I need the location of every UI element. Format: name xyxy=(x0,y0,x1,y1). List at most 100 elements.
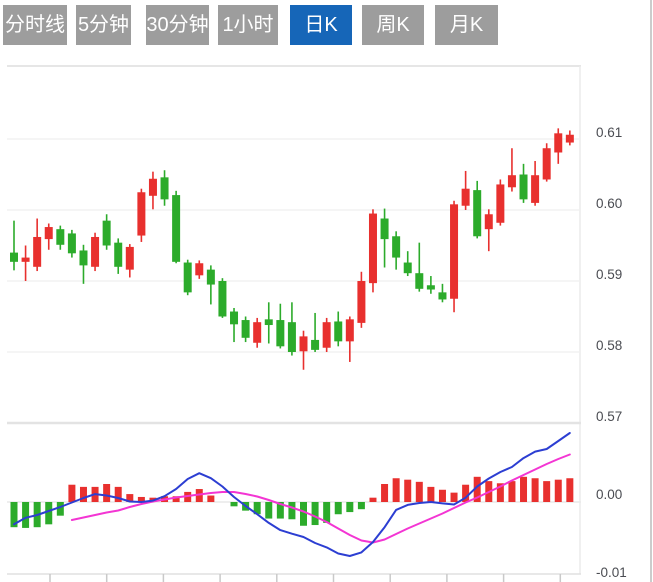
candle xyxy=(33,236,42,267)
candle xyxy=(276,320,285,347)
price-gridlines xyxy=(7,138,581,425)
tab-minute-line[interactable]: 分时线 xyxy=(3,5,67,45)
macd-bar xyxy=(172,496,180,502)
dif-line xyxy=(13,432,571,557)
macd-bar xyxy=(357,502,365,510)
macd-bar xyxy=(288,502,296,520)
macd-label-neg: -0.01 xyxy=(596,565,627,580)
candle xyxy=(230,311,239,325)
candle xyxy=(334,321,343,342)
macd-histogram xyxy=(10,476,574,528)
macd-bar xyxy=(543,481,551,502)
macd-bar xyxy=(10,502,18,528)
macd-bar xyxy=(554,479,562,502)
price-label-0.58: 0.58 xyxy=(596,338,622,353)
macd-bar xyxy=(473,476,481,502)
candle xyxy=(79,250,88,266)
candle xyxy=(519,174,528,200)
macd-bar xyxy=(137,496,145,502)
candle xyxy=(299,336,308,352)
period-tab-bar: 分时线 5分钟 30分钟 1小时 日K 周K 月K xyxy=(3,5,498,45)
candle xyxy=(368,213,377,284)
macd-bar xyxy=(323,502,331,523)
macd-bar xyxy=(195,489,203,502)
candle xyxy=(461,188,470,206)
macd-bar xyxy=(103,484,111,502)
candle xyxy=(357,281,366,323)
candle xyxy=(554,133,563,153)
candle xyxy=(496,184,505,223)
candle xyxy=(125,246,134,270)
price-label-0.60: 0.60 xyxy=(596,196,622,211)
macd-bar xyxy=(450,492,458,502)
candle xyxy=(183,262,192,293)
tab-weekly-k[interactable]: 周K xyxy=(362,5,424,45)
tab-30min[interactable]: 30分钟 xyxy=(146,5,209,45)
candle xyxy=(264,319,273,326)
candle xyxy=(311,339,320,350)
macd-bar xyxy=(300,502,307,526)
macd-bar xyxy=(566,478,574,502)
candle xyxy=(345,319,354,342)
candle xyxy=(10,252,18,262)
candle xyxy=(426,285,435,290)
candle xyxy=(206,269,215,285)
macd-bar xyxy=(56,502,64,516)
candle xyxy=(450,204,459,299)
candle xyxy=(21,257,30,262)
candle xyxy=(403,262,412,274)
candle xyxy=(44,227,53,240)
macd-bar xyxy=(415,481,423,502)
macd-bar xyxy=(68,484,76,502)
macd-label-zero: 0.00 xyxy=(596,487,622,502)
macd-bar xyxy=(45,502,53,525)
candle xyxy=(484,214,493,230)
macd-bar xyxy=(230,502,238,507)
macd-bar xyxy=(404,479,412,502)
tab-monthly-k[interactable]: 月K xyxy=(435,5,498,45)
candle xyxy=(473,190,482,237)
candle xyxy=(438,292,447,300)
tab-5min[interactable]: 5分钟 xyxy=(76,5,131,45)
macd-bar xyxy=(265,502,273,519)
candle xyxy=(114,242,123,267)
macd-bar xyxy=(207,495,215,502)
macd-bar xyxy=(508,481,516,502)
candle xyxy=(531,175,540,203)
candle xyxy=(102,220,111,246)
candle xyxy=(322,322,331,348)
macd-bar xyxy=(438,489,446,502)
macd-bar xyxy=(253,502,261,515)
candle xyxy=(392,236,401,258)
candle xyxy=(91,236,100,267)
price-label-0.59: 0.59 xyxy=(596,267,622,282)
macd-bar xyxy=(520,476,528,502)
candle xyxy=(415,273,424,289)
candle xyxy=(148,178,157,196)
candle xyxy=(565,134,574,143)
macd-bar xyxy=(531,478,539,502)
candle xyxy=(542,148,551,180)
x-axis-ticks xyxy=(49,574,562,582)
macd-bar xyxy=(79,486,87,502)
tab-1hour[interactable]: 1小时 xyxy=(218,5,278,45)
candle xyxy=(56,229,65,245)
candle xyxy=(287,322,296,352)
macd-bar xyxy=(334,502,342,515)
macd-bar xyxy=(392,478,400,502)
macd-bar xyxy=(369,497,377,502)
macd-lines xyxy=(13,432,571,557)
candle xyxy=(195,263,204,276)
candlestick-series xyxy=(10,128,574,370)
macd-bar xyxy=(346,502,354,513)
macd-bar xyxy=(496,483,504,502)
macd-bar xyxy=(462,484,470,502)
price-label-0.57: 0.57 xyxy=(596,409,622,424)
dea-line xyxy=(70,453,571,544)
tab-daily-k[interactable]: 日K xyxy=(290,5,352,45)
macd-bar xyxy=(276,502,284,519)
price-label-0.61: 0.61 xyxy=(596,125,622,140)
candle xyxy=(160,177,169,200)
